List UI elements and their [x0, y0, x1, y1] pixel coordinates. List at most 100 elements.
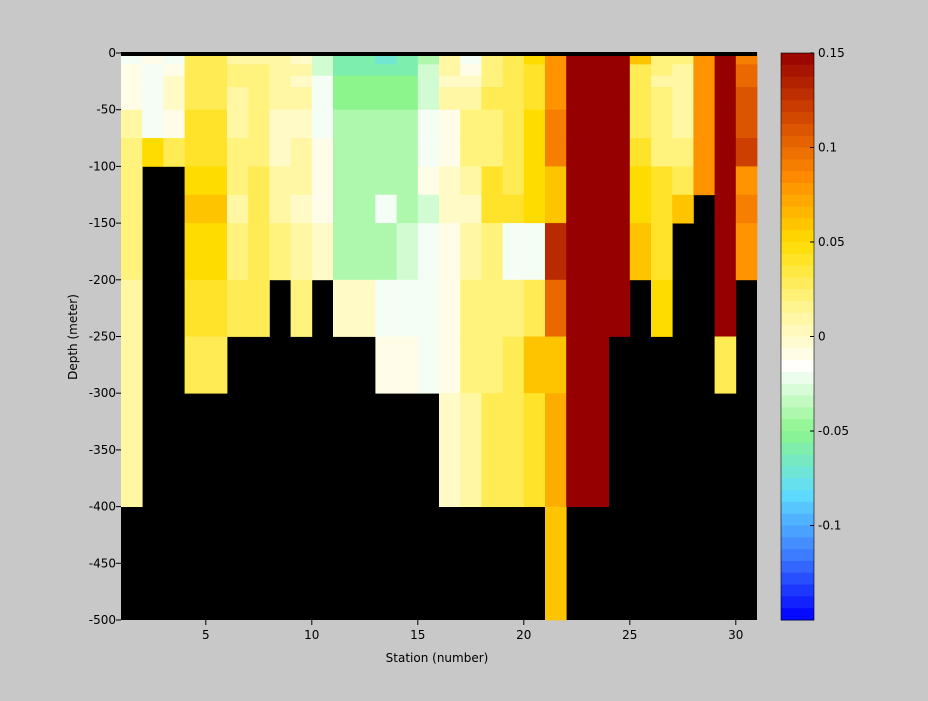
heatmap-cell [396, 279, 419, 337]
heatmap-cell [566, 194, 588, 224]
heatmap-cell [672, 64, 694, 77]
heatmap-cell [184, 194, 207, 224]
heatmap-cell [121, 393, 143, 507]
y-tick-label: -150 [89, 216, 116, 230]
heatmap-cell [587, 336, 609, 394]
heatmap-cell [608, 53, 631, 65]
plot-area [121, 52, 758, 621]
heatmap-cell [651, 64, 673, 77]
heatmap-cell [333, 75, 355, 88]
heatmap-cell [481, 223, 503, 281]
heatmap-cell [311, 194, 334, 224]
heatmap-cell [205, 336, 228, 394]
colorbar-segment [781, 584, 814, 597]
heatmap-cell [651, 138, 673, 167]
heatmap-cell [184, 109, 207, 139]
heatmap-cell [566, 223, 588, 281]
heatmap-cell [608, 87, 631, 111]
heatmap-cell [545, 53, 567, 65]
heatmap-cell [629, 194, 652, 224]
heatmap-cell [417, 166, 440, 196]
heatmap-cell [311, 87, 334, 111]
heatmap-cell [333, 53, 355, 65]
heatmap-cell [205, 53, 228, 65]
heatmap-cell [417, 279, 440, 337]
colorbar-segment [781, 525, 814, 538]
heatmap-cell [481, 393, 503, 507]
colorbar-segment [781, 371, 814, 385]
heatmap-cell [227, 166, 249, 196]
y-tick-label: -100 [89, 159, 116, 173]
heatmap-cell [205, 279, 228, 337]
heatmap-cell [460, 87, 482, 111]
heatmap-cell [523, 336, 546, 394]
heatmap-cell [269, 166, 291, 196]
heatmap-cell [290, 109, 313, 139]
heatmap-cell [523, 138, 546, 167]
heatmap-cell [227, 64, 249, 77]
heatmap-cell [269, 53, 291, 65]
heatmap-cell [439, 279, 461, 337]
colorbar-segment [781, 454, 814, 467]
heatmap-cell [439, 64, 461, 77]
heatmap-cell [523, 75, 546, 88]
heatmap-cell [248, 166, 270, 196]
heatmap-cell [290, 138, 313, 167]
x-tick-label: 25 [622, 628, 637, 642]
heatmap-cell [311, 166, 334, 196]
heatmap-cell [290, 87, 313, 111]
heatmap-cell [417, 75, 440, 88]
heatmap-cell [502, 53, 525, 65]
heatmap-cell [354, 75, 376, 88]
heatmap-cell [714, 53, 737, 65]
heatmap-cell [311, 223, 334, 281]
heatmap-cell [651, 53, 673, 65]
heatmap-cell [608, 223, 631, 281]
heatmap-cell [311, 109, 334, 139]
heatmap-cell [184, 279, 207, 337]
heatmap-cell [502, 194, 525, 224]
heatmap-cell [205, 109, 228, 139]
heatmap-cell [481, 336, 503, 394]
heatmap-cell [672, 87, 694, 111]
heatmap-cell [121, 223, 143, 281]
heatmap-cell [333, 223, 355, 281]
colorbar-tick-label: -0.05 [818, 424, 849, 438]
heatmap-cell [545, 64, 567, 77]
heatmap-cell [502, 393, 525, 507]
heatmap-cell [545, 194, 567, 224]
colorbar-segment [781, 230, 814, 243]
heatmap-cell [502, 87, 525, 111]
heatmap-cell [142, 75, 164, 88]
heatmap-cell [523, 279, 546, 337]
colorbar-segment [781, 478, 814, 491]
heatmap-cell [587, 223, 609, 281]
heatmap-cell [460, 336, 482, 394]
heatmap-cell [439, 138, 461, 167]
heatmap-cell [523, 393, 546, 507]
heatmap-cell [545, 506, 567, 621]
heatmap-cell [481, 53, 503, 65]
heatmap-cell [545, 393, 567, 507]
heatmap-cell [227, 75, 249, 88]
heatmap-cell [523, 87, 546, 111]
heatmap-cell [439, 223, 461, 281]
heatmap-cell [439, 53, 461, 65]
heatmap-cell [608, 75, 631, 88]
heatmap-cell [587, 194, 609, 224]
colorbar-segment [781, 88, 814, 101]
heatmap-cell [545, 75, 567, 88]
colorbar-segment [781, 277, 814, 290]
heatmap-cell [714, 336, 737, 394]
heatmap-cell [608, 64, 631, 77]
heatmap-cell [375, 336, 397, 394]
heatmap-cell [269, 138, 291, 167]
heatmap-cell [481, 87, 503, 111]
heatmap-cell [184, 138, 207, 167]
heatmap-cell [651, 279, 673, 337]
y-tick-label: -400 [89, 500, 116, 514]
heatmap-cell [205, 194, 228, 224]
heatmap-cell [714, 223, 737, 281]
heatmap-cell [248, 279, 270, 337]
heatmap-cell [417, 223, 440, 281]
